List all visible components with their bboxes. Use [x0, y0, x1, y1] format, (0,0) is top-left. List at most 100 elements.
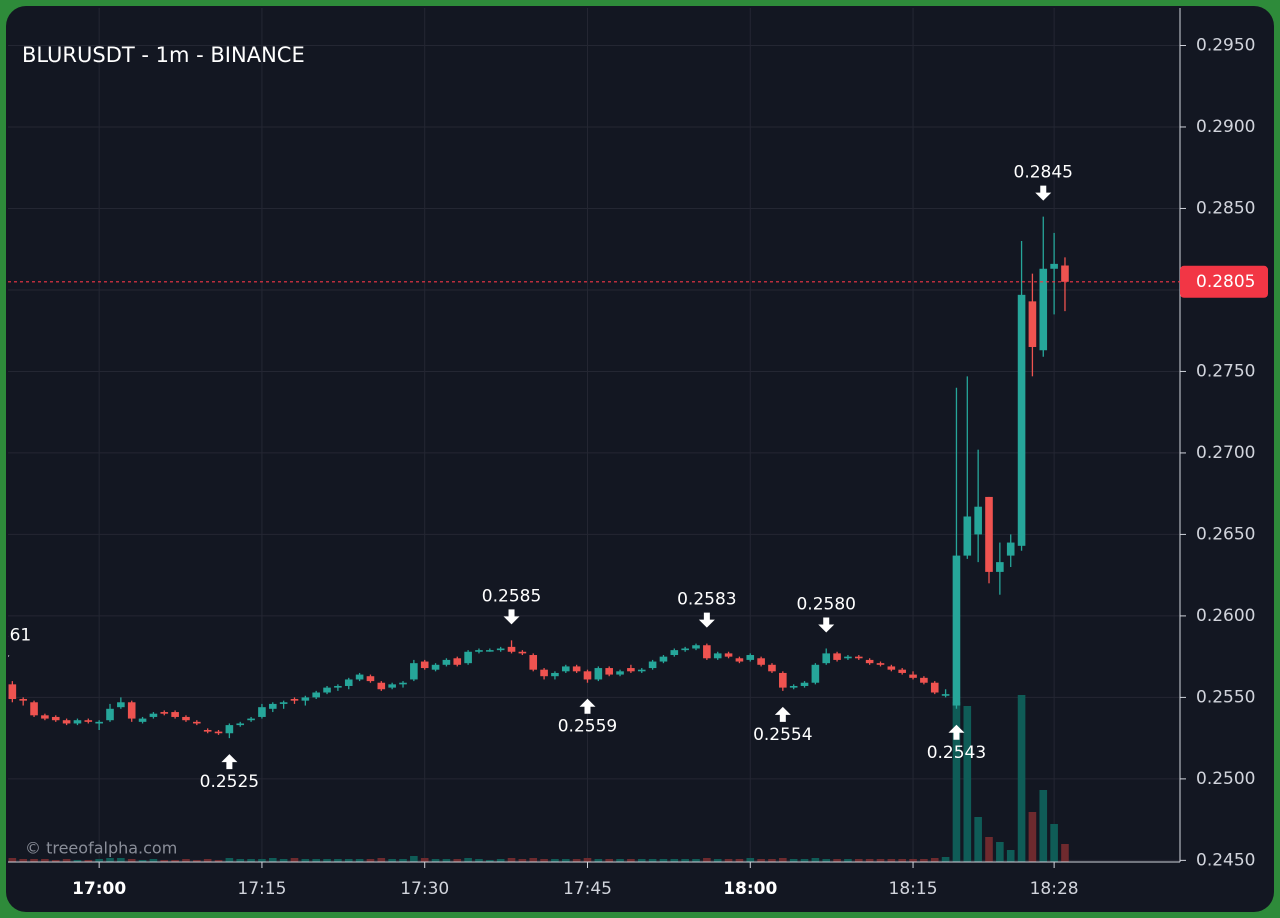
volume-bar — [996, 842, 1004, 862]
volume-bar — [692, 859, 700, 862]
volume-bar — [236, 859, 245, 862]
candle-body — [583, 671, 592, 680]
arrow-down — [1035, 185, 1052, 201]
volume-bar — [453, 859, 462, 862]
candle-body — [876, 663, 885, 665]
last-price-label: 0.2805 — [1196, 272, 1255, 292]
volume-bar — [410, 856, 418, 862]
arrow-down — [818, 617, 835, 633]
volume-bar — [496, 859, 505, 862]
candle-body — [789, 685, 798, 688]
candle-body — [258, 707, 266, 717]
candle-body — [301, 697, 310, 701]
volume-bar — [377, 858, 386, 862]
volume-bar — [670, 859, 679, 862]
volume-bar — [572, 859, 581, 862]
candle-body — [930, 682, 939, 693]
candle-body — [496, 648, 505, 651]
x-tick-label: 17:45 — [563, 879, 612, 899]
volume-bar — [735, 859, 744, 862]
volume-bar — [279, 859, 288, 862]
volume-bar — [854, 859, 863, 862]
volume-bar — [431, 859, 440, 862]
candle-body — [572, 666, 581, 672]
candle-body — [985, 496, 993, 572]
volume-bar — [561, 859, 570, 862]
volume-bar — [8, 858, 17, 862]
candle-body — [963, 516, 972, 556]
volume-bar — [344, 859, 353, 862]
candle-body — [713, 653, 722, 659]
volume-bar — [876, 859, 885, 862]
volume-bar — [366, 859, 375, 862]
volume-bar — [930, 858, 939, 862]
candle-body — [833, 653, 841, 660]
volume-bar — [268, 858, 277, 862]
candle-body — [51, 716, 60, 721]
candle-body — [475, 650, 483, 652]
volume-bar — [203, 859, 212, 862]
candle-body — [19, 699, 27, 701]
last-price-box — [1180, 265, 1268, 298]
candle-body — [344, 679, 353, 686]
volume-bar — [442, 859, 451, 862]
extreme-marker: 0.2585 — [482, 586, 541, 625]
x-tick-label: 17:30 — [400, 879, 449, 899]
candle-body — [822, 653, 831, 664]
extreme-marker: 0.2554 — [753, 706, 813, 745]
extreme-label: 0.2559 — [558, 717, 617, 737]
x-tick-label: 17:00 — [72, 879, 126, 899]
volume-bar — [486, 860, 494, 862]
volume-bar — [605, 859, 613, 862]
candle-body — [171, 712, 179, 717]
extreme-marker: 0.2561 — [8, 625, 31, 657]
candle-body — [1017, 294, 1026, 546]
candle-body — [779, 672, 787, 688]
volume-bar — [768, 859, 776, 862]
volume-bar — [659, 859, 668, 862]
volume-bar — [583, 858, 592, 862]
volume-bar — [713, 859, 722, 862]
y-tick-label: 0.2850 — [1196, 198, 1255, 218]
volume-bar — [518, 859, 527, 862]
arrow-up — [774, 706, 791, 722]
volume-bar — [106, 858, 114, 862]
y-tick-label: 0.2650 — [1196, 524, 1255, 544]
candle-body — [30, 702, 38, 716]
volume-bar — [637, 859, 646, 862]
candle-body — [692, 645, 700, 649]
candle-body — [637, 669, 646, 672]
extreme-label: 0.2845 — [1014, 163, 1073, 183]
candle-body — [735, 658, 744, 662]
x-tick-label: 17:15 — [237, 879, 286, 899]
volume-bar — [1061, 844, 1069, 862]
volume-bar — [1006, 850, 1015, 862]
y-tick-label: 0.2450 — [1196, 850, 1255, 870]
candle-body — [1050, 263, 1058, 269]
candle-body — [138, 718, 147, 722]
volume-bar — [1017, 695, 1026, 862]
volume-bar — [540, 859, 548, 862]
candle-body — [193, 721, 201, 724]
volume-bar — [887, 859, 896, 862]
volume-bar — [160, 860, 169, 862]
candle-body — [996, 562, 1004, 572]
panel — [6, 6, 1274, 912]
volume-bar — [182, 859, 190, 862]
axes: 0.29500.29000.28500.28000.27500.27000.26… — [8, 8, 1268, 899]
candle-body — [95, 721, 103, 724]
volume-bar — [681, 859, 689, 862]
volume-bar — [724, 859, 733, 862]
volume-bar — [898, 859, 906, 862]
candle-body — [746, 655, 755, 660]
extreme-marker: 0.2543 — [927, 724, 986, 763]
volume-bar — [127, 859, 136, 862]
volume-bar — [323, 859, 331, 862]
candle-layer — [8, 216, 1069, 739]
candle-body — [8, 684, 17, 700]
volume-bar — [963, 706, 972, 862]
grid — [8, 8, 1180, 862]
volume-bar — [800, 859, 809, 862]
candle-body — [290, 699, 299, 701]
candle-body — [62, 720, 71, 724]
